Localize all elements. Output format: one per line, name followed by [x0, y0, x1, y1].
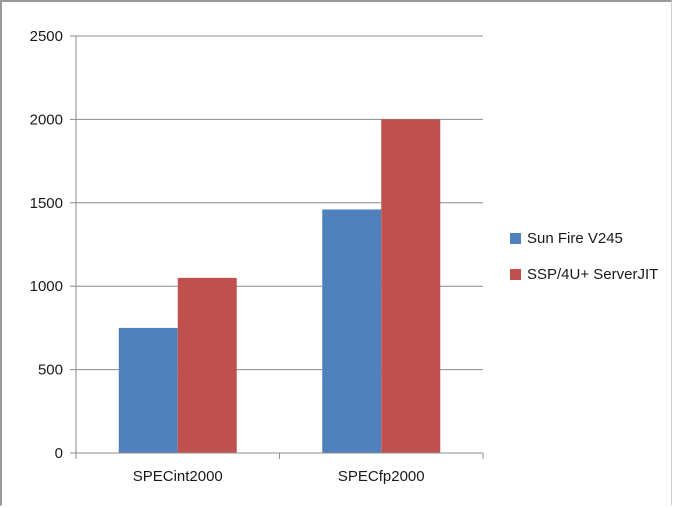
- y-tick-label-500: 500: [38, 362, 63, 379]
- y-tick-label-2000: 2000: [30, 111, 63, 128]
- x-tick-labels: SPECint2000 SPECfp2000: [133, 468, 425, 485]
- y-tick-label-1000: 1000: [30, 278, 63, 295]
- x-tick-label-specfp2000: SPECfp2000: [338, 468, 425, 485]
- x-tick-label-specint2000: SPECint2000: [133, 468, 223, 485]
- y-tick-labels: 0 500 1000 1500 2000 2500: [30, 28, 63, 462]
- y-tick-label-2500: 2500: [30, 28, 63, 45]
- legend-item-sun-fire: Sun Fire V245: [510, 228, 658, 248]
- legend-swatch-sun-fire: [510, 232, 521, 244]
- bar-specfp2000-series-0: [322, 209, 382, 453]
- legend-swatch-ssp-serverjit: [510, 268, 521, 280]
- axes: [75, 36, 484, 459]
- y-tick-label-1500: 1500: [30, 195, 63, 212]
- bar-specint2000-series-0: [118, 327, 178, 453]
- bar-specint2000-series-1: [177, 277, 237, 453]
- bars: [118, 119, 441, 454]
- legend-item-ssp-serverjit: SSP/4U+ ServerJIT: [510, 264, 658, 284]
- legend-label-ssp-serverjit: SSP/4U+ ServerJIT: [527, 265, 659, 283]
- legend-label-sun-fire: Sun Fire V245: [527, 229, 623, 247]
- bar-specfp2000-series-1: [381, 119, 441, 454]
- y-tick-label-0: 0: [55, 445, 63, 462]
- legend: Sun Fire V245 SSP/4U+ ServerJIT: [510, 228, 658, 300]
